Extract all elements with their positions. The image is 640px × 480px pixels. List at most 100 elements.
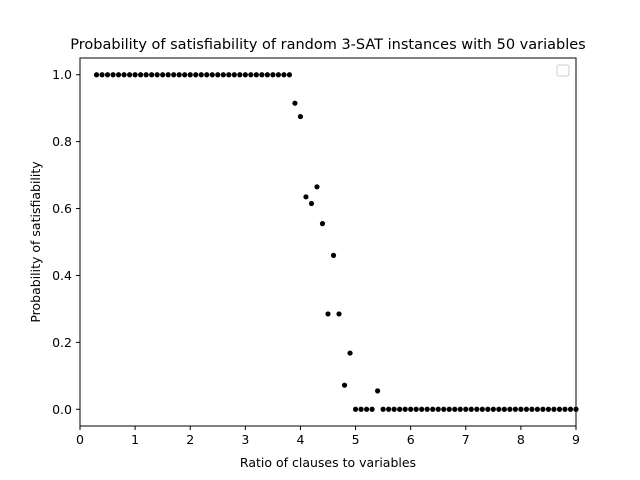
data-point [402, 406, 408, 412]
data-point [154, 72, 160, 78]
y-tick-label: 0.8 [52, 134, 72, 149]
data-point [452, 406, 458, 412]
data-point [198, 72, 204, 78]
data-point [226, 72, 232, 78]
data-point [386, 406, 392, 412]
data-point [567, 406, 574, 412]
data-point [352, 406, 359, 412]
data-point [430, 406, 436, 412]
data-point [182, 72, 188, 78]
data-point [275, 72, 281, 78]
data-point [171, 72, 177, 78]
data-point [319, 221, 326, 227]
data-point [286, 72, 293, 78]
data-point [176, 72, 182, 78]
data-point [220, 72, 226, 78]
data-point [424, 406, 430, 412]
data-point [215, 72, 221, 78]
data-point [446, 406, 452, 412]
data-point [110, 72, 116, 78]
data-point [160, 72, 166, 78]
data-point [325, 311, 331, 317]
data-point [193, 72, 199, 78]
data-point [534, 406, 541, 412]
y-tick-label: 0.0 [52, 402, 72, 417]
data-point [248, 72, 254, 78]
x-axis-label: Ratio of clauses to variables [240, 455, 416, 470]
data-point [115, 72, 122, 78]
data-point [143, 72, 149, 78]
data-point [363, 406, 370, 412]
plot-frame [79, 57, 577, 427]
x-axis-ticks: 0 1 2 3 4 5 6 7 8 9 [76, 426, 580, 447]
data-point [369, 406, 375, 412]
data-point [375, 388, 381, 394]
x-tick-label: 6 [407, 432, 415, 447]
data-point [99, 72, 105, 78]
data-point [551, 406, 557, 412]
data-point [330, 252, 337, 258]
data-point [419, 406, 425, 412]
data-point [474, 406, 480, 412]
data-point [490, 406, 496, 412]
x-tick-label: 2 [186, 432, 194, 447]
data-point [457, 406, 463, 412]
data-point [397, 406, 403, 412]
data-point [138, 72, 144, 78]
y-tick-label: 0.2 [52, 335, 72, 350]
data-point [518, 406, 524, 412]
data-point [408, 406, 414, 412]
x-tick-label: 4 [296, 432, 304, 447]
data-point [104, 72, 111, 78]
data-point [264, 72, 270, 78]
data-point [93, 72, 100, 78]
x-tick-label: 1 [131, 432, 139, 447]
y-axis-label: Probability of satisfiability [28, 161, 43, 323]
data-point [165, 72, 171, 78]
chart-title: Probability of satisfiability of random … [70, 37, 585, 53]
data-point [463, 406, 469, 412]
x-tick-label: 9 [572, 432, 580, 447]
data-point [501, 406, 507, 412]
data-point [121, 72, 127, 78]
y-axis-ticks: 0.0 0.2 0.4 0.6 0.8 1.0 [52, 67, 80, 417]
data-point [297, 113, 304, 120]
legend-box [556, 64, 570, 77]
data-point [479, 406, 485, 412]
data-point [512, 406, 518, 412]
data-point [242, 72, 248, 78]
data-point [435, 406, 441, 412]
data-point [237, 72, 243, 78]
data-point [380, 406, 386, 412]
data-point [540, 406, 546, 412]
data-point [496, 406, 502, 412]
data-point [336, 311, 342, 317]
data-point [523, 406, 530, 412]
data-point [314, 184, 320, 190]
data-point [562, 406, 568, 412]
x-tick-label: 0 [76, 432, 84, 447]
data-point [204, 72, 210, 78]
y-tick-label: 0.6 [52, 201, 72, 216]
data-point [545, 406, 552, 412]
data-point [292, 100, 298, 106]
data-point [468, 406, 474, 412]
data-point [132, 72, 138, 78]
y-tick-label: 0.4 [52, 268, 72, 283]
data-point [231, 72, 237, 78]
data-point [187, 72, 193, 78]
data-point [209, 72, 215, 78]
data-point [303, 194, 309, 200]
data-point [441, 406, 447, 412]
data-point [281, 72, 287, 78]
data-point [253, 72, 259, 78]
data-point [413, 406, 419, 412]
data-point [529, 406, 535, 412]
data-point [259, 72, 265, 78]
x-tick-label: 8 [517, 432, 525, 447]
data-point [391, 406, 397, 412]
x-tick-label: 5 [352, 432, 360, 447]
data-point [556, 406, 563, 412]
